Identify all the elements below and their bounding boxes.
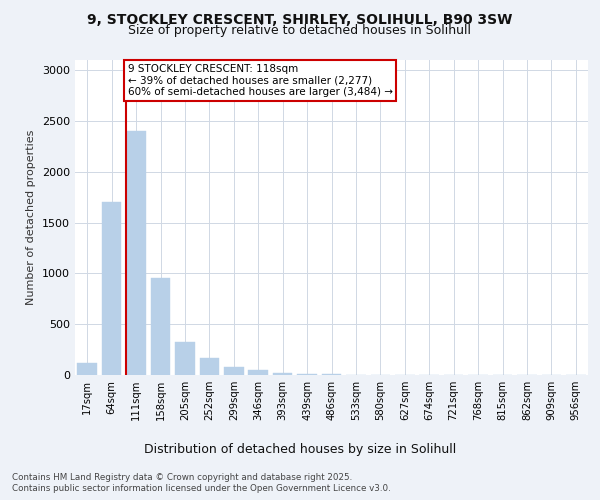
Bar xyxy=(322,374,341,375)
Text: Contains public sector information licensed under the Open Government Licence v3: Contains public sector information licen… xyxy=(12,484,391,493)
Text: 9 STOCKLEY CRESCENT: 118sqm
← 39% of detached houses are smaller (2,277)
60% of : 9 STOCKLEY CRESCENT: 118sqm ← 39% of det… xyxy=(128,64,392,98)
Bar xyxy=(102,202,121,375)
Text: 9, STOCKLEY CRESCENT, SHIRLEY, SOLIHULL, B90 3SW: 9, STOCKLEY CRESCENT, SHIRLEY, SOLIHULL,… xyxy=(88,12,512,26)
Bar xyxy=(224,367,244,375)
Y-axis label: Number of detached properties: Number of detached properties xyxy=(26,130,37,305)
Bar xyxy=(175,342,194,375)
Bar xyxy=(273,373,292,375)
Text: Distribution of detached houses by size in Solihull: Distribution of detached houses by size … xyxy=(144,442,456,456)
Bar xyxy=(200,358,219,375)
Text: Contains HM Land Registry data © Crown copyright and database right 2025.: Contains HM Land Registry data © Crown c… xyxy=(12,472,352,482)
Bar xyxy=(248,370,268,375)
Bar xyxy=(151,278,170,375)
Bar xyxy=(127,131,146,375)
Bar xyxy=(77,363,97,375)
Bar xyxy=(297,374,317,375)
Text: Size of property relative to detached houses in Solihull: Size of property relative to detached ho… xyxy=(128,24,472,37)
